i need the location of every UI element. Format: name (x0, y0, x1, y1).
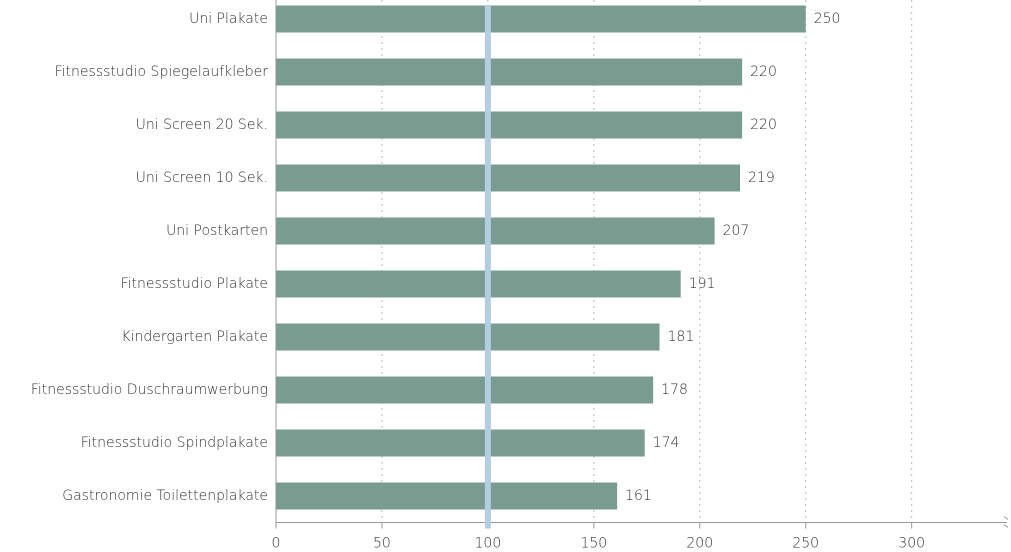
y-tick-label: Fitnessstudio Spiegelaufkleber (55, 64, 269, 80)
bar (276, 376, 654, 404)
value-label: 174 (653, 435, 680, 451)
value-label: 191 (689, 276, 716, 292)
value-label: 207 (723, 223, 750, 239)
y-tick-label: Uni Plakate (189, 11, 268, 27)
bar (276, 217, 715, 245)
y-tick-label: Kindergarten Plakate (121, 329, 268, 345)
x-tick-label: 200 (686, 536, 713, 552)
y-tick-label: Uni Postkarten (166, 223, 268, 239)
x-tick-label: 150 (580, 536, 607, 552)
x-tick-label: 300 (898, 536, 925, 552)
y-tick-label: Fitnessstudio Plakate (121, 276, 268, 292)
bar (276, 5, 806, 33)
y-tick-label: Fitnessstudio Duschraumwerbung (31, 382, 268, 398)
value-label: 219 (748, 170, 775, 186)
x-tick-label: 100 (475, 536, 502, 552)
x-tick-label: 250 (792, 536, 819, 552)
x-tick-label: 50 (373, 536, 391, 552)
bar (276, 323, 660, 351)
value-label: 250 (814, 11, 841, 27)
bar (276, 429, 645, 457)
bar (276, 270, 681, 298)
axis-break (1003, 516, 1009, 528)
bar (276, 482, 618, 510)
bar (276, 58, 743, 86)
value-label: 181 (668, 329, 695, 345)
y-tick-label: Fitnessstudio Spindplakate (81, 435, 268, 451)
y-tick-label: Uni Screen 10 Sek. (136, 170, 268, 186)
value-label: 220 (750, 64, 777, 80)
bar (276, 164, 741, 192)
y-tick-label: Gastronomie Toilettenplakate (62, 488, 268, 504)
bar (276, 111, 743, 139)
value-label: 178 (661, 382, 688, 398)
value-label: 161 (625, 488, 652, 504)
value-label: 220 (750, 117, 777, 133)
y-tick-label: Uni Screen 20 Sek. (136, 117, 268, 133)
x-tick-label: 0 (272, 536, 281, 552)
